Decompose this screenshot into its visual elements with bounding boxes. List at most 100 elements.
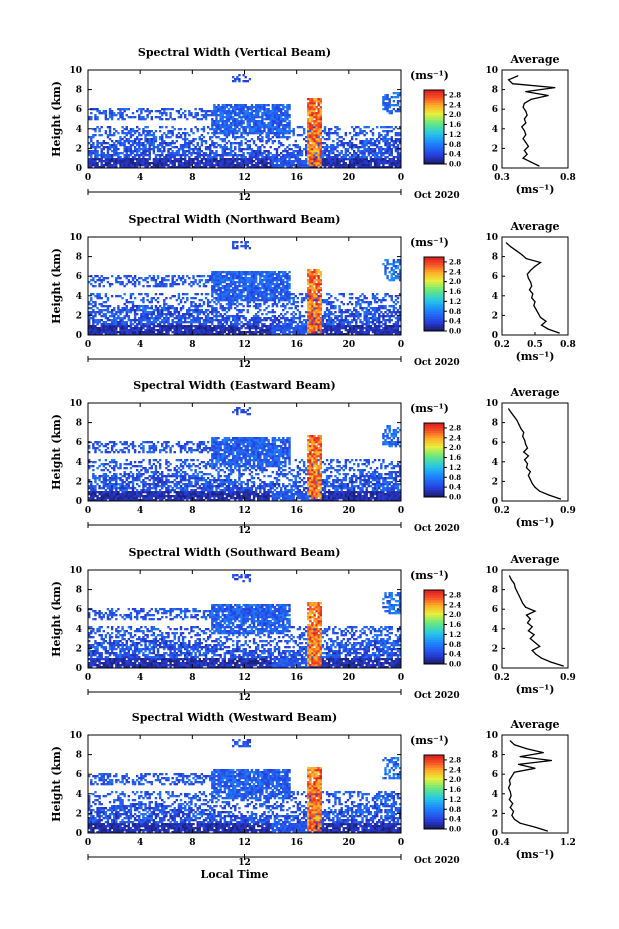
heatmap-cell [213,160,216,163]
heatmap-cell [181,315,185,318]
heatmap-cell [200,317,204,320]
heatmap-cell [133,329,137,332]
heatmap-cell [307,156,310,159]
heatmap-cell [257,124,260,127]
heatmap-cell [217,273,220,276]
heatmap-cell [135,329,139,332]
heatmap-cell [246,132,249,135]
heatmap-cell [227,154,231,157]
heatmap-cell [206,154,210,157]
heatmap-cell [225,321,229,324]
heatmap-cell [254,327,258,330]
heatmap-cell [313,277,316,280]
heatmap-cell [125,158,128,161]
heatmap-cell [133,146,137,149]
heatmap-cell [131,140,135,143]
heatmap-cell [317,142,320,145]
heatmap-cell [190,152,193,155]
heatmap-cell [350,142,354,145]
heatmap-cell [282,273,285,276]
heatmap-cell [133,327,137,330]
heatmap-cell [302,130,306,133]
heatmap-cell [244,116,247,119]
heatmap-cell [217,144,220,147]
heatmap-cell [302,160,306,163]
heatmap-cell [373,156,377,159]
heatmap-cell [263,158,266,161]
heatmap-cell [340,136,343,139]
heatmap-cell [288,160,291,163]
heatmap-cell [265,307,268,310]
heatmap-cell [194,329,197,332]
heatmap-cell [161,146,164,149]
heatmap-cell [257,132,260,135]
heatmap-cell [92,162,95,165]
heatmap-cell [336,150,339,153]
heatmap-cell [313,281,316,284]
heatmap-cell [123,136,126,139]
heatmap-cell [236,108,239,111]
heatmap-cell [271,114,275,117]
heatmap-cell [190,158,193,161]
heatmap-cell [250,112,254,115]
heatmap-cell [154,160,158,163]
heatmap-cell [375,156,379,159]
heatmap-cell [121,160,124,163]
heatmap-cell [342,166,345,169]
heatmap-cell [309,146,312,149]
heatmap-cell [175,283,179,286]
heatmap-cell [209,331,212,334]
heatmap-cell [246,110,249,113]
heatmap-cell [309,118,312,121]
heatmap-cell [248,325,252,328]
heatmap-cell [271,293,275,296]
heatmap-cell [127,279,131,282]
heatmap-cell [196,144,199,147]
heatmap-cell [152,275,156,278]
heatmap-cell [250,277,254,280]
heatmap-cell [173,154,176,157]
average-profile-point [522,138,524,140]
heatmap-cell [250,126,254,129]
heatmap-cell [115,321,118,324]
heatmap-cell [135,136,139,139]
heatmap-cell [257,321,260,324]
heatmap-cell [152,146,156,149]
heatmap-cell [265,126,268,129]
heatmap-cell [234,277,237,280]
heatmap-cell [327,132,331,135]
heatmap-cell [94,130,97,133]
heatmap-cell [288,154,291,157]
date-marker-label: 12 [238,193,251,203]
heatmap-cell [115,114,118,117]
heatmap-cell [298,150,302,153]
heatmap-cell [254,144,258,147]
heatmap-cell [194,297,197,300]
heatmap-cell [213,106,216,109]
heatmap-cell [250,158,254,161]
heatmap-cell [254,313,258,316]
heatmap-cell [135,333,139,336]
heatmap-cell [288,104,291,107]
heatmap-cell [231,273,235,276]
heatmap-cell [221,277,224,280]
heatmap-cell [269,126,272,129]
heatmap-cell [267,124,270,127]
heatmap-cell [148,156,151,159]
heatmap-cell [188,333,191,336]
heatmap-cell [277,108,281,111]
heatmap-cell [140,138,143,141]
heatmap-cell [167,154,170,157]
heatmap-cell [311,277,314,280]
heatmap-cell [309,158,312,161]
heatmap-cell [177,166,181,169]
heatmap-cell [231,303,235,306]
heatmap-cell [100,275,103,278]
heatmap-cell [225,154,229,157]
heatmap-cell [117,108,120,111]
heatmap-cell [108,331,112,334]
heatmap-cell [388,160,391,163]
heatmap-cell [223,329,227,332]
heatmap-cell [92,160,95,163]
heatmap-cell [148,132,151,135]
